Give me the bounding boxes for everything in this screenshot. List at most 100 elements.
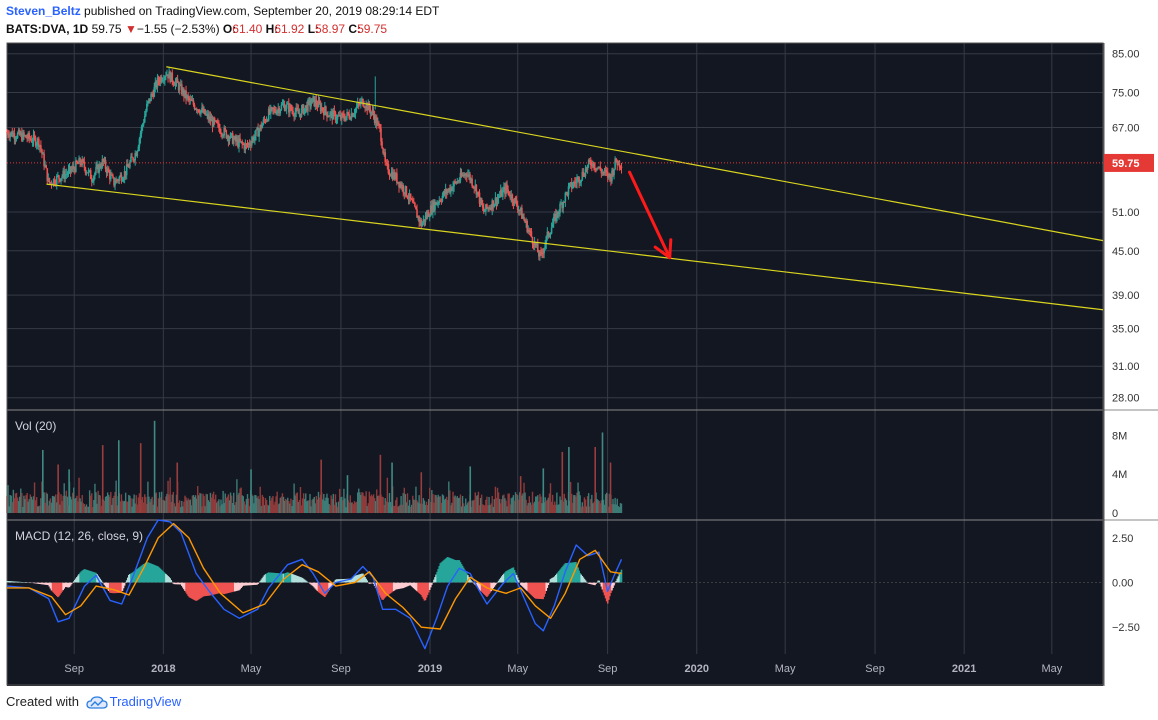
- volume-bar: [618, 506, 621, 513]
- candle-body: [37, 138, 40, 147]
- macd-histogram-bar: [499, 577, 502, 583]
- volume-bar: [204, 506, 206, 513]
- candle-body: [208, 116, 211, 120]
- volume-bar: [85, 504, 88, 513]
- macd-histogram-bar: [82, 569, 85, 583]
- candle-body: [445, 189, 448, 194]
- macd-histogram-bar: [380, 582, 382, 598]
- candle-body: [237, 139, 239, 148]
- tradingview-link[interactable]: TradingView: [109, 694, 182, 709]
- macd-histogram-bar: [605, 582, 608, 602]
- volume-bar: [71, 492, 74, 513]
- macd-histogram-bar: [408, 582, 411, 586]
- volume-bar: [496, 487, 499, 513]
- macd-histogram-bar: [243, 582, 246, 586]
- candle-body: [195, 108, 198, 111]
- symbol-name[interactable]: BATS:DVA, 1D: [6, 22, 89, 36]
- volume-bar: [491, 495, 493, 513]
- volume-bar: [581, 502, 583, 513]
- candle-body: [527, 229, 530, 233]
- candle-body: [83, 161, 86, 168]
- candle-body: [159, 77, 162, 83]
- candle-body: [532, 243, 535, 247]
- candle-body: [410, 198, 413, 200]
- macd-histogram-bar: [494, 582, 497, 586]
- candle-body: [466, 175, 468, 177]
- macd-histogram-bar: [489, 582, 491, 593]
- volume-bar: [539, 493, 541, 513]
- symbol-legend: BATS:DVA, 1D 59.75 ▼−1.55 (−2.53%) O:61.…: [6, 22, 387, 36]
- volume-bar: [238, 492, 240, 513]
- candle-body: [138, 138, 141, 147]
- candle-body: [172, 81, 175, 85]
- macd-histogram-bar: [452, 559, 454, 583]
- volume-bar: [248, 506, 251, 513]
- candle-body: [459, 172, 462, 181]
- macd-histogram-bar: [190, 582, 193, 599]
- macd-histogram-bar: [600, 582, 603, 587]
- macd-histogram-bar: [90, 571, 93, 583]
- macd-histogram-bar: [121, 582, 124, 591]
- macd-histogram-bar: [270, 572, 272, 583]
- candle-body: [427, 212, 430, 217]
- volume-bar: [510, 498, 513, 513]
- candle-body: [352, 114, 355, 117]
- volume-bar: [561, 451, 564, 513]
- macd-histogram-bar: [553, 576, 556, 583]
- candle-body: [62, 170, 64, 177]
- macd-histogram-bar: [156, 566, 159, 583]
- candle-body: [227, 135, 230, 142]
- volume-bar: [6, 495, 8, 513]
- candle-body: [299, 113, 302, 117]
- macd-histogram-bar: [576, 564, 578, 583]
- candle-body: [240, 141, 242, 143]
- candle-body: [340, 113, 343, 120]
- macd-histogram-bar: [141, 564, 144, 583]
- volume-bar: [408, 499, 411, 513]
- volume-bar: [348, 502, 350, 513]
- volume-bar: [152, 504, 154, 513]
- volume-bar: [172, 492, 175, 513]
- macd-histogram-bar: [58, 582, 60, 597]
- tradingview-chart[interactable]: Sep 2018 May Sep 2019 May Sep 2020 May Sep 2021 May…: [0, 42, 1158, 686]
- macd-histogram-bar: [490, 582, 492, 592]
- macd-histogram-bar: [291, 573, 293, 583]
- candle-body: [262, 119, 265, 125]
- volume-bar: [185, 497, 187, 513]
- candle-body: [494, 197, 497, 205]
- candle-body: [205, 114, 207, 116]
- volume-bar: [376, 489, 378, 513]
- macd-histogram-bar: [7, 581, 9, 583]
- volume-bar: [38, 506, 40, 513]
- macd-histogram-bar: [272, 572, 274, 583]
- author-link[interactable]: Steven_Beltz: [6, 4, 81, 18]
- candle-body: [508, 191, 510, 196]
- volume-bar: [216, 502, 218, 513]
- candle-body: [57, 175, 59, 177]
- candle-body: [379, 125, 381, 129]
- macd-histogram-bar: [349, 578, 352, 583]
- volume-bar: [302, 493, 305, 513]
- volume-bar: [117, 440, 120, 513]
- x-tick-label: May: [1041, 663, 1062, 675]
- publish-header: Steven_Beltz published on TradingView.co…: [6, 4, 439, 18]
- volume-bar: [485, 499, 487, 513]
- macd-histogram-bar: [154, 565, 157, 583]
- macd-histogram-bar: [466, 573, 468, 583]
- volume-bar: [378, 495, 380, 513]
- macd-histogram-bar: [292, 574, 294, 583]
- volume-bar: [586, 496, 589, 513]
- candle-body: [584, 168, 587, 177]
- candle-body: [61, 176, 63, 179]
- candle-body: [209, 116, 212, 122]
- candle-body: [303, 108, 306, 114]
- candle-body: [599, 166, 602, 170]
- candle-body: [526, 221, 528, 233]
- macd-histogram-bar: [484, 582, 486, 595]
- volume-bar: [495, 497, 498, 513]
- volume-bars-group: [6, 420, 623, 513]
- macd-histogram-bar: [69, 582, 72, 586]
- candle-body: [484, 211, 486, 213]
- macd-histogram-bar: [476, 582, 479, 588]
- macd-histogram-bar: [388, 582, 391, 595]
